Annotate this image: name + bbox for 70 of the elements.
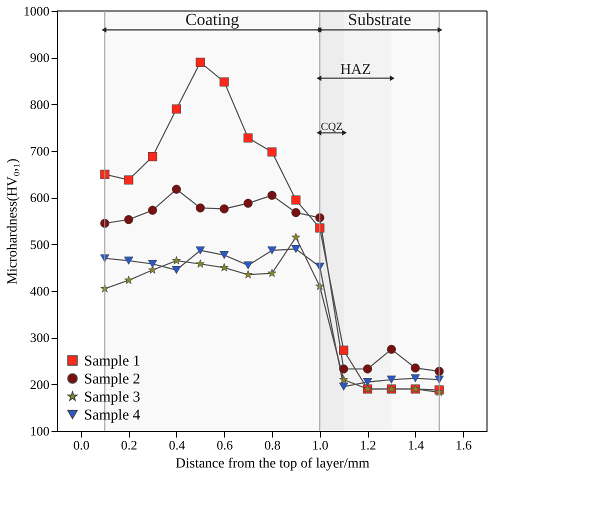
x-tick-label: 0.2 [121, 438, 138, 452]
x-tick-label: 1.0 [312, 438, 328, 452]
point [291, 245, 300, 253]
point [148, 152, 158, 162]
y-axis-title: Microhardness(HV₀,₁) [6, 158, 20, 285]
point [268, 268, 276, 278]
band-label: Substrate [348, 10, 412, 29]
point [410, 374, 420, 382]
legend-label: Sample 2 [84, 372, 140, 388]
point [244, 198, 253, 208]
x-tick-label: 1.4 [408, 438, 424, 452]
point [220, 77, 229, 87]
point [339, 346, 348, 355]
y-tick-label: 300 [30, 330, 50, 346]
point [148, 260, 158, 268]
point [291, 195, 300, 205]
x-tick-label: 1.2 [360, 438, 376, 452]
y-tick-label: 500 [30, 236, 50, 252]
point [244, 261, 253, 270]
point [220, 204, 229, 214]
band-label: HAZ [340, 62, 372, 78]
point [339, 364, 348, 374]
x-tick-label: 1.6 [455, 438, 472, 452]
point [196, 58, 205, 67]
point [148, 206, 158, 215]
point [410, 363, 420, 373]
point [362, 364, 372, 374]
x-tick-label: 0.0 [73, 438, 90, 452]
x-tick-label: 0.4 [168, 438, 186, 452]
point [362, 378, 372, 386]
point [172, 184, 182, 194]
legend-label: Sample 4 [84, 408, 141, 424]
point [220, 251, 229, 260]
y-tick-label: 400 [30, 284, 50, 298]
point [267, 190, 277, 200]
point [124, 175, 134, 185]
point [386, 376, 396, 384]
point [196, 203, 205, 213]
point [172, 266, 182, 274]
point [267, 246, 277, 254]
point [339, 382, 348, 391]
legend-label: Sample 1 [84, 354, 140, 370]
y-tick-label: 900 [30, 50, 50, 66]
y-tick-label: 1000 [24, 4, 50, 18]
point [244, 270, 252, 278]
point [339, 375, 348, 384]
point [172, 104, 182, 114]
y-tick-label: 700 [30, 144, 50, 158]
point [386, 344, 396, 354]
point [172, 256, 181, 264]
y-tick-label: 100 [30, 424, 50, 438]
point [291, 208, 300, 218]
point [124, 276, 134, 284]
x-tick-label: 0.6 [216, 438, 234, 452]
legend-label: Sample 3 [84, 390, 140, 406]
x-tick-label: 0.8 [264, 438, 281, 452]
point [124, 256, 134, 265]
x-axis-title: Distance from the top of layer/mm [176, 456, 370, 472]
band-label: CQZ [320, 120, 344, 133]
point [124, 215, 134, 224]
y-tick-label: 600 [30, 190, 50, 206]
point [292, 232, 300, 242]
point [196, 259, 205, 268]
point [244, 133, 253, 143]
point [196, 246, 205, 254]
y-tick-label: 800 [30, 96, 50, 112]
band-label: Coating [185, 10, 240, 29]
y-tick-label: 200 [30, 376, 50, 392]
point [220, 263, 229, 272]
point [267, 147, 277, 157]
